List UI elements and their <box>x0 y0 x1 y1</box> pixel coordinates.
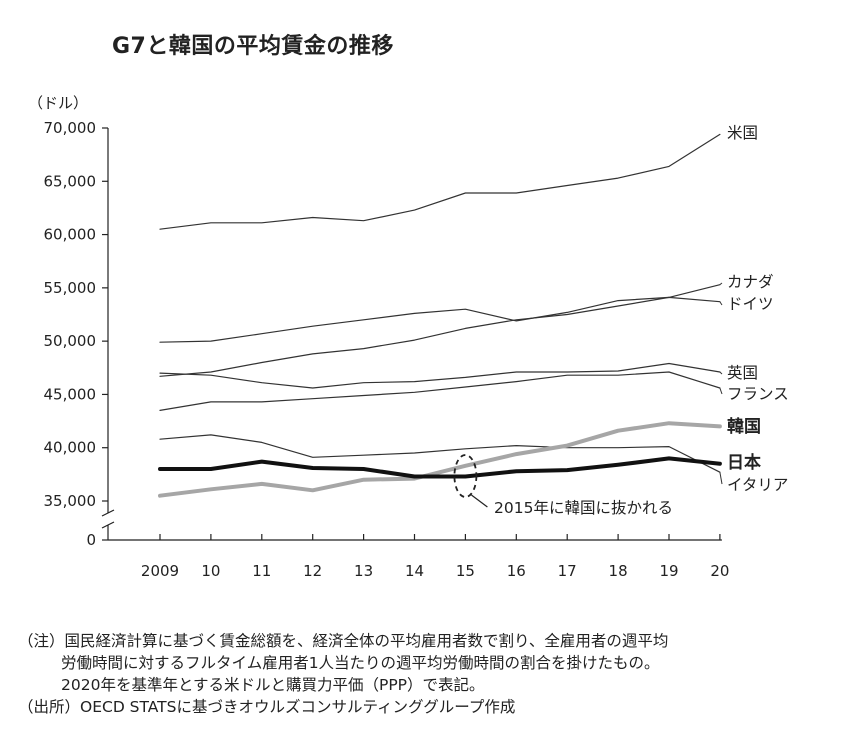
series-line-カナダ <box>159 284 721 377</box>
x-tick-label: 2009 <box>141 562 179 580</box>
x-tick-label: 13 <box>354 562 373 580</box>
y-tick-label: 50,000 <box>44 332 97 350</box>
series-label: イタリア <box>727 476 788 494</box>
y-tick-label: 45,000 <box>44 385 97 403</box>
series-label: 韓国 <box>727 416 761 437</box>
label-leader-line <box>719 371 723 375</box>
line-chart: （ドル） 70,000 65,000 60,000 55,000 50,000 45,000… <box>28 94 789 580</box>
y-tick-label: 70,000 <box>44 119 97 137</box>
series-line-ドイツ <box>159 296 721 343</box>
y-tick-label: 65,000 <box>44 172 97 190</box>
x-tick-label: 19 <box>659 562 678 580</box>
series-line-英国 <box>159 362 721 389</box>
note-line-1: （注）国民経済計算に基づく賃金総額を、経済全体の平均雇用者数で割り、全雇用者の週… <box>18 632 669 650</box>
annotation-leader-line <box>471 494 488 508</box>
chart-notes: （注）国民経済計算に基づく賃金総額を、経済全体の平均雇用者数で割り、全雇用者の週… <box>18 630 668 718</box>
x-tick-label: 16 <box>507 562 526 580</box>
y-tick-label-zero: 0 <box>86 531 96 549</box>
y-tick-label: 60,000 <box>44 226 97 244</box>
note-line-3: 2020年を基準年とする米ドルと購買力平価（PPP）で表記。 <box>61 676 485 694</box>
annotation-label: 2015年に韓国に抜かれる <box>494 499 673 517</box>
series-label: ドイツ <box>727 295 774 313</box>
x-tick-label: 15 <box>456 562 475 580</box>
x-tick-label: 11 <box>252 562 271 580</box>
axis-break-mark-lower <box>101 521 115 529</box>
series-label: フランス <box>727 385 789 403</box>
label-leader-line <box>719 387 723 395</box>
series-label: 米国 <box>727 124 758 142</box>
series-label: カナダ <box>727 273 774 291</box>
y-tick-label: 40,000 <box>44 439 97 457</box>
x-tick-label: 17 <box>558 562 577 580</box>
series-line-日本 <box>158 456 722 479</box>
series-line-イタリア <box>159 434 721 473</box>
x-tick-label: 20 <box>710 562 729 580</box>
source-line: （出所）OECD STATSに基づきオウルズコンサルティンググループ作成 <box>18 698 516 716</box>
x-tick-label: 14 <box>405 562 424 580</box>
axis-break-mark-upper <box>101 509 115 517</box>
series-line-フランス <box>159 371 721 411</box>
series-label: 日本 <box>727 452 761 473</box>
annotation-circle <box>453 454 478 498</box>
series-line-米国 <box>159 133 721 230</box>
x-tick-label: 12 <box>303 562 322 580</box>
label-leader-line <box>719 282 723 286</box>
chart-title: G7と韓国の平均賃金の推移 <box>112 34 394 59</box>
label-leader-line <box>719 301 723 306</box>
y-tick-label: 55,000 <box>44 279 97 297</box>
y-axis-unit-label: （ドル） <box>28 94 88 112</box>
note-prefix: （注） <box>18 632 65 650</box>
x-tick-label: 18 <box>609 562 628 580</box>
note-line-2: 労働時間に対するフルタイム雇用者1人当たりの週平均労働時間の割合を掛けたもの。 <box>61 654 660 672</box>
label-leader-line <box>719 472 723 485</box>
series-label: 英国 <box>727 364 758 382</box>
series-line-韓国 <box>158 421 722 498</box>
x-tick-label: 10 <box>201 562 220 580</box>
y-tick-label: 35,000 <box>44 492 97 510</box>
